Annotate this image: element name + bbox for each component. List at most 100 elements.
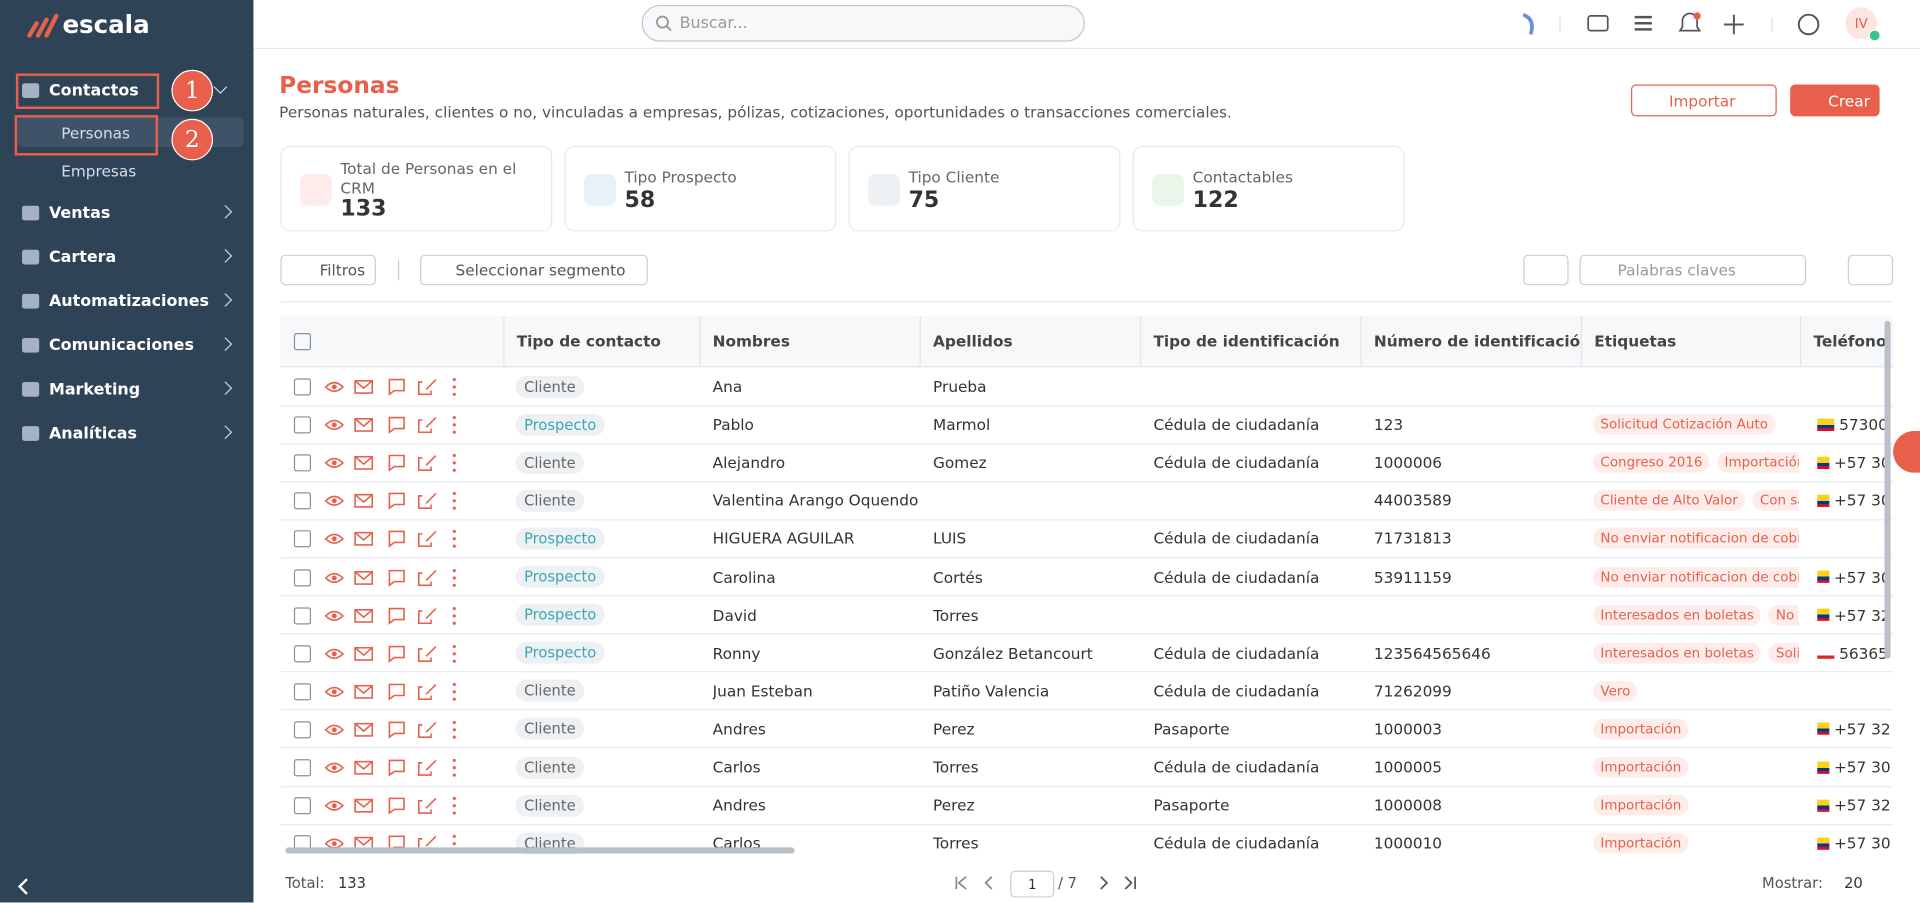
filters-label: Filtros	[319, 260, 366, 280]
column-header[interactable]: Teléfono	[1800, 315, 1898, 367]
keywords-placeholder: Palabras claves	[1617, 260, 1736, 280]
row-actions[interactable]	[323, 720, 460, 740]
filters-button[interactable]: Filtros	[280, 254, 376, 286]
keywords-input[interactable]: Palabras claves	[1579, 254, 1807, 286]
column-header[interactable]: Tipo de identificación	[1140, 315, 1360, 367]
type-pill: Prospecto	[515, 603, 605, 626]
select-all[interactable]	[293, 333, 312, 351]
cell-id-number: 71731813	[1373, 529, 1452, 548]
row-checkbox[interactable]	[293, 530, 312, 548]
nav-subitem[interactable]: Personas	[17, 117, 244, 147]
nav-subitem[interactable]: Empresas	[17, 156, 244, 185]
tags-cell: Importación	[1593, 748, 1799, 786]
row-actions[interactable]	[323, 644, 460, 664]
column-header[interactable]: Número de identificación	[1360, 315, 1581, 367]
cell-id-type: Cédula de ciudadanía	[1153, 681, 1320, 701]
tag: Interesados en boletas	[1593, 642, 1762, 664]
cell-id-number: 123564565646	[1373, 643, 1491, 663]
contact-type: Cliente	[515, 710, 585, 748]
cell-last: Torres	[933, 757, 979, 777]
flag	[1817, 837, 1830, 850]
nav-item[interactable]: Cartera	[22, 242, 242, 271]
contact-type: Cliente	[515, 672, 585, 710]
import-button[interactable]: Importar	[1631, 84, 1777, 117]
phone: +57 32	[1833, 719, 1891, 739]
columns-button[interactable]	[1847, 254, 1894, 286]
stat-card: Tipo Cliente 75	[848, 145, 1121, 232]
stat-icon	[1152, 173, 1185, 206]
row-checkbox[interactable]	[293, 568, 312, 586]
pager-prev[interactable]	[953, 874, 1002, 891]
topbar-icons[interactable]	[1518, 10, 1885, 39]
row-divider	[280, 633, 1894, 635]
refresh-button[interactable]	[1523, 254, 1569, 286]
type-pill: Cliente	[515, 451, 585, 474]
cell-first: Valentina Arango Oquendo	[712, 491, 919, 510]
column-header[interactable]: Apellidos	[919, 315, 1140, 367]
tag: Importación	[1593, 718, 1689, 740]
row-checkbox[interactable]	[293, 759, 312, 777]
cell-id-number: 53911159	[1373, 567, 1452, 586]
pager-next[interactable]	[1097, 874, 1141, 891]
nav-item[interactable]: Comunicaciones	[22, 331, 242, 360]
row-actions[interactable]	[323, 415, 460, 435]
create-button[interactable]: Crear	[1790, 84, 1880, 117]
nav-item[interactable]: Marketing	[22, 375, 242, 404]
scrollbar-vertical[interactable]	[1884, 320, 1891, 659]
row-actions[interactable]	[323, 453, 460, 473]
row-checkbox[interactable]	[293, 721, 312, 739]
row-checkbox[interactable]	[293, 683, 312, 701]
collapse-button[interactable]	[15, 877, 32, 897]
row-actions[interactable]	[323, 529, 460, 549]
stat-card: Total de Personas en el CRM 133	[280, 145, 553, 232]
cell-last: Perez	[933, 719, 975, 739]
search-box[interactable]: Buscar...	[641, 4, 1085, 42]
row-checkbox[interactable]	[293, 416, 312, 434]
flag	[1817, 646, 1835, 660]
row-checkbox[interactable]	[293, 378, 312, 396]
column-header[interactable]: Etiquetas	[1580, 315, 1800, 367]
row-checkbox[interactable]	[293, 606, 312, 624]
nav-item[interactable]: Contactos	[22, 76, 242, 105]
row-divider	[280, 747, 1894, 749]
row-checkbox[interactable]	[293, 454, 312, 472]
nav-item[interactable]: Automatizaciones	[22, 287, 242, 316]
flag	[1817, 722, 1830, 736]
chat-launcher[interactable]	[1893, 431, 1920, 473]
row-actions[interactable]	[323, 758, 460, 778]
row-checkbox[interactable]	[293, 797, 312, 815]
tag: No enviar notificacion de cobr	[1593, 566, 1799, 588]
cell-last: Prueba	[933, 377, 987, 396]
nav-icon	[22, 83, 40, 98]
row-checkbox[interactable]	[293, 644, 312, 663]
nav-item[interactable]: Analíticas	[22, 419, 242, 448]
page-size[interactable]: 20	[1844, 874, 1863, 892]
scrollbar[interactable]	[285, 847, 795, 854]
row-checkbox[interactable]	[293, 492, 312, 510]
cell-id-type: Cédula de ciudadanía	[1153, 643, 1320, 663]
page-input[interactable]: 1	[1010, 870, 1055, 898]
tag: Solicitud Cotización Auto	[1593, 413, 1776, 435]
tag: Importación	[1593, 832, 1689, 854]
nav-label: Contactos	[48, 81, 139, 100]
stat-icon	[300, 173, 332, 206]
row-actions[interactable]	[323, 568, 460, 588]
segment-select[interactable]: Seleccionar segmento	[420, 254, 648, 286]
nav-item[interactable]: Ventas	[22, 198, 242, 227]
cell-last: Cortés	[933, 567, 983, 586]
row-actions[interactable]	[323, 682, 460, 702]
table-header	[280, 315, 1894, 368]
cell-id-type: Cédula de ciudadanía	[1153, 529, 1320, 548]
row-actions[interactable]	[323, 796, 460, 816]
type-pill: Cliente	[515, 375, 585, 398]
column-header[interactable]: Nombres	[699, 315, 919, 367]
cell-first: Andres	[712, 796, 766, 815]
nav-icon	[22, 426, 40, 441]
tag: Con sa	[1752, 490, 1799, 511]
nav-label: Cartera	[48, 247, 117, 267]
column-header[interactable]: Tipo de contacto	[503, 315, 699, 367]
stat-label: Total de Personas en el CRM	[340, 159, 517, 198]
row-actions[interactable]	[323, 606, 460, 626]
row-actions[interactable]	[323, 377, 460, 397]
row-actions[interactable]	[323, 491, 460, 511]
